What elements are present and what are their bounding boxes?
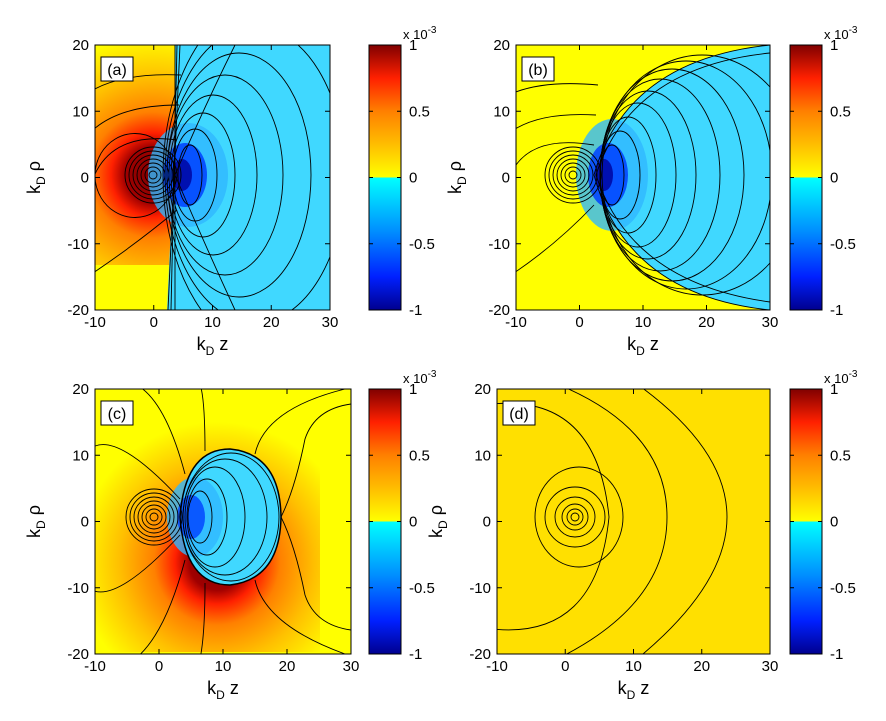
colorbar-d [789, 388, 823, 655]
colorbar-tick-label: 0 [830, 514, 838, 531]
panel-label-box [521, 56, 555, 82]
colorbar-c [368, 388, 402, 655]
panel-c [94, 388, 352, 655]
x-tick-label: 10 [635, 314, 652, 331]
x-axis-label: kD z [207, 678, 239, 702]
panel-a [94, 44, 331, 311]
panel-label-box [100, 56, 134, 82]
x-tick-label: 10 [215, 658, 232, 675]
x-tick-label: -10 [505, 314, 527, 331]
panel-label-box [100, 400, 134, 426]
colorbar-tick-label: 0 [830, 170, 838, 187]
x-tick-label: 30 [762, 658, 779, 675]
x-tick-label: 0 [155, 658, 163, 675]
y-tick-label: 0 [483, 514, 491, 531]
panel-label: (d) [509, 406, 529, 423]
y-tick-label: 20 [474, 381, 491, 398]
y-tick-label: 0 [502, 170, 510, 187]
colorbar-tick-label: 0 [409, 514, 417, 531]
y-tick-label: -20 [67, 646, 89, 663]
panel-b [515, 44, 771, 311]
panel-label: (b) [528, 62, 548, 79]
negative-region [594, 45, 770, 310]
x-tick-label: -10 [486, 658, 508, 675]
x-tick-label: 20 [698, 314, 715, 331]
colorbar-tick-label: 0.5 [830, 103, 851, 120]
y-axis-label: kD ρ [426, 505, 450, 538]
y-tick-label: 20 [72, 37, 89, 54]
colorbar-tick-label: 0.5 [830, 447, 851, 464]
x-tick-label: 20 [279, 658, 296, 675]
panel-label-box [502, 400, 536, 426]
panel-label: (c) [108, 406, 127, 423]
colorbar-tick-label: -0.5 [409, 580, 435, 597]
y-tick-label: 10 [493, 103, 510, 120]
x-tick-label: 10 [204, 314, 221, 331]
colorbar-exponent: x 10-3 [824, 25, 858, 42]
x-tick-label: -10 [84, 314, 106, 331]
colorbar-b [789, 44, 823, 311]
colorbar-exponent: x 10-3 [403, 369, 437, 386]
colorbar-tick-label: 1 [409, 381, 417, 398]
y-tick-label: -10 [469, 580, 491, 597]
y-tick-label: -20 [488, 302, 510, 319]
x-axis-label: kD z [618, 678, 650, 702]
x-axis-label: kD z [197, 334, 229, 358]
x-tick-label: 20 [263, 314, 280, 331]
x-tick-label: -10 [84, 658, 106, 675]
y-tick-label: 10 [474, 447, 491, 464]
y-tick-label: 10 [72, 103, 89, 120]
y-tick-label: -10 [488, 236, 510, 253]
x-tick-label: 0 [575, 314, 583, 331]
y-axis-label: kD ρ [445, 161, 469, 194]
colorbar-exponent: x 10-3 [403, 25, 437, 42]
colorbar-exponent: x 10-3 [824, 369, 858, 386]
x-tick-label: 0 [561, 658, 569, 675]
y-tick-label: 0 [81, 514, 89, 531]
colorbar-tick-label: -0.5 [830, 580, 856, 597]
x-tick-label: 30 [762, 314, 779, 331]
colorbar-tick-label: -0.5 [830, 236, 856, 253]
y-tick-label: -20 [67, 302, 89, 319]
y-tick-label: 10 [72, 447, 89, 464]
negative-region [167, 45, 330, 310]
x-tick-label: 10 [625, 658, 642, 675]
y-tick-label: 20 [493, 37, 510, 54]
colorbar-tick-label: 1 [409, 37, 417, 54]
colorbar-tick-label: 0.5 [409, 447, 430, 464]
y-axis-label: kD ρ [24, 505, 48, 538]
y-tick-label: 0 [81, 170, 89, 187]
x-tick-label: 20 [693, 658, 710, 675]
colorbar-tick-label: 1 [830, 37, 838, 54]
colorbar-tick-label: 0.5 [409, 103, 430, 120]
x-tick-label: 30 [343, 658, 360, 675]
colorbar-tick-label: -1 [409, 302, 422, 319]
panel-label: (a) [107, 62, 127, 79]
colorbar-tick-label: -1 [830, 302, 843, 319]
colorbar-tick-label: -0.5 [409, 236, 435, 253]
y-tick-label: -10 [67, 580, 89, 597]
y-axis-label: kD ρ [24, 161, 48, 194]
x-tick-label: 0 [150, 314, 158, 331]
y-tick-label: -20 [469, 646, 491, 663]
colorbar-a [368, 44, 402, 311]
panel-d [496, 388, 771, 655]
colorbar-tick-label: -1 [409, 646, 422, 663]
x-tick-label: 30 [322, 314, 339, 331]
colorbar-tick-label: -1 [830, 646, 843, 663]
y-tick-label: 20 [72, 381, 89, 398]
colorbar-tick-label: 0 [409, 170, 417, 187]
colorbar-tick-label: 1 [830, 381, 838, 398]
y-tick-label: -10 [67, 236, 89, 253]
x-axis-label: kD z [627, 334, 659, 358]
